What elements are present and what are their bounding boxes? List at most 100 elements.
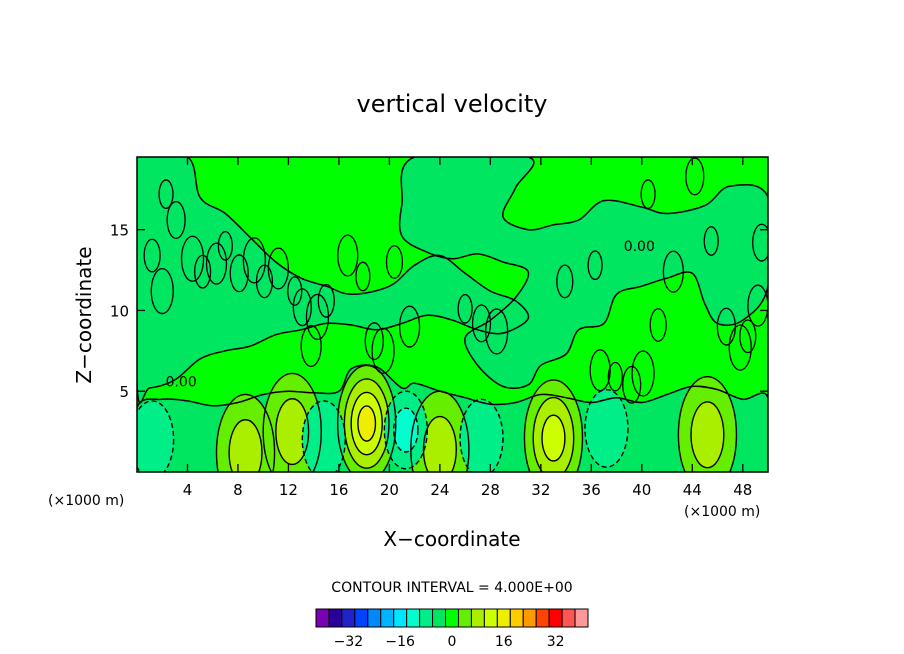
colorbar-swatch-3 [354, 608, 369, 628]
contour-line-2-1 [677, 376, 738, 472]
contour-line-9-1 [584, 388, 629, 468]
x-tick-label-3: 16 [329, 481, 348, 499]
x-right-unit-label: (×1000 m) [684, 504, 760, 520]
contour-line-0-3 [350, 391, 383, 456]
updraft-1-level-3 [542, 415, 565, 461]
cell-contour-24 [589, 349, 611, 392]
x-tick-label-4: 20 [380, 481, 399, 499]
cell-contour-38 [143, 238, 161, 273]
colorbar-swatch-7 [406, 608, 421, 628]
x-tick-label-7: 32 [531, 481, 550, 499]
colorbar-swatch-9 [432, 608, 447, 628]
colorbar-swatch-18 [548, 608, 563, 628]
x-axis-ticks: 4 8 12 16 20 24 28 32 36 40 44 48 [183, 157, 752, 499]
colorbar-swatch-20 [574, 608, 589, 628]
updraft-2-level-2 [691, 401, 724, 468]
cell-contour-3 [194, 254, 212, 289]
colorbar-swatch-16 [522, 608, 537, 628]
colorbar-swatch-15 [509, 608, 524, 628]
contour-line-2-2 [690, 401, 725, 469]
contour-labels: 0.00 0.00 [166, 239, 655, 391]
updraft-0-level-4 [357, 405, 376, 442]
cell-contour-19 [398, 305, 421, 348]
cell-contour-36 [685, 157, 705, 196]
contour-line-1-3 [541, 414, 566, 462]
cell-contour-5 [217, 230, 233, 261]
colorbar-swatch-0 [315, 608, 330, 628]
cell-contour-23 [556, 264, 574, 299]
contour-line-3-1 [262, 372, 322, 472]
y-axis-ticks: 5 10 15 [110, 222, 768, 401]
contour-line-1-1 [523, 379, 584, 472]
cell-contour-7 [242, 237, 266, 284]
zero-contour-0 [137, 157, 530, 404]
contour-line-0-4 [357, 405, 377, 442]
colorbar-swatch-14 [496, 608, 511, 628]
colorbar-tick-label-3: 16 [495, 634, 513, 650]
colorbar-swatch-2 [341, 608, 356, 628]
cell-contour-29 [662, 250, 684, 293]
contour-line-7-1 [383, 390, 428, 470]
contour-line-5-1 [215, 393, 276, 472]
x-tick-label-10: 44 [683, 481, 702, 499]
cell-contour-32 [728, 324, 752, 371]
contour-line-5-2 [228, 419, 263, 472]
cell-contour-2 [180, 235, 205, 282]
cell-contour-15 [355, 261, 371, 292]
colorbar-swatch-1 [328, 608, 343, 628]
colorbar-swatch-5 [380, 608, 395, 628]
colorbar-swatch-4 [367, 608, 382, 628]
colorbar-tick-label-2: 0 [448, 634, 457, 650]
x-left-unit-label: (×1000 m) [48, 493, 124, 509]
x-tick-label-5: 24 [430, 481, 449, 499]
cell-contour-17 [371, 327, 395, 374]
cell-contour-35 [640, 179, 656, 210]
colorbar-tick-label-0: −32 [334, 634, 364, 650]
contour-label-1: 0.00 [624, 239, 655, 255]
cell-contour-16 [364, 322, 384, 361]
contour-line-8-1 [459, 398, 504, 472]
cell-contour-20 [457, 293, 473, 324]
cell-contour-22 [485, 308, 509, 355]
colorbar-ticks: −32 −16 0 16 32 [334, 634, 565, 650]
contour-line-0-2 [343, 378, 390, 469]
y-axis-title: Z−coordinate [72, 246, 96, 383]
band-neg-4-0-region-1 [399, 157, 768, 389]
colorbar-swatch-13 [483, 608, 498, 628]
contour-label-0: 0.00 [166, 375, 197, 391]
cell-contour-18 [385, 245, 404, 279]
downdraft-7-level-2 [393, 408, 418, 452]
cell-contour-4 [205, 242, 228, 285]
updraft-5-level-2 [229, 419, 262, 472]
cell-contour-33 [739, 319, 757, 354]
cell-contour-27 [631, 350, 655, 397]
cell-contour-26 [622, 365, 642, 404]
updraft-4-level-2 [423, 416, 457, 472]
x-tick-label-2: 12 [279, 481, 298, 499]
cell-contour-39 [300, 324, 322, 368]
x-axis-title: X−coordinate [383, 527, 520, 551]
y-tick-label-0: 5 [119, 383, 129, 401]
x-tick-label-1: 8 [233, 481, 243, 499]
cell-contour-30 [703, 226, 719, 256]
cell-contour-40 [587, 250, 603, 281]
colorbar-swatch-6 [393, 608, 408, 628]
cell-contour-1 [166, 200, 186, 240]
cell-contour-25 [607, 361, 623, 392]
chart-title: vertical velocity [357, 90, 548, 118]
cell-contour-37 [150, 267, 174, 315]
zero-contour-2 [137, 364, 768, 472]
cell-contour-6 [229, 254, 249, 293]
x-tick-label-6: 28 [481, 481, 500, 499]
cell-contour-0 [158, 179, 174, 210]
colorbar-tick-label-1: −16 [385, 634, 415, 650]
contour-line-3-2 [275, 398, 310, 466]
contour-line-1-2 [532, 396, 575, 472]
cell-contour-11 [292, 288, 312, 327]
x-tick-label-0: 4 [183, 481, 193, 499]
cell-contour-9 [267, 247, 289, 290]
colorbar-swatch-19 [561, 608, 576, 628]
cell-contour-8 [255, 264, 274, 299]
y-tick-label-2: 15 [110, 222, 129, 240]
